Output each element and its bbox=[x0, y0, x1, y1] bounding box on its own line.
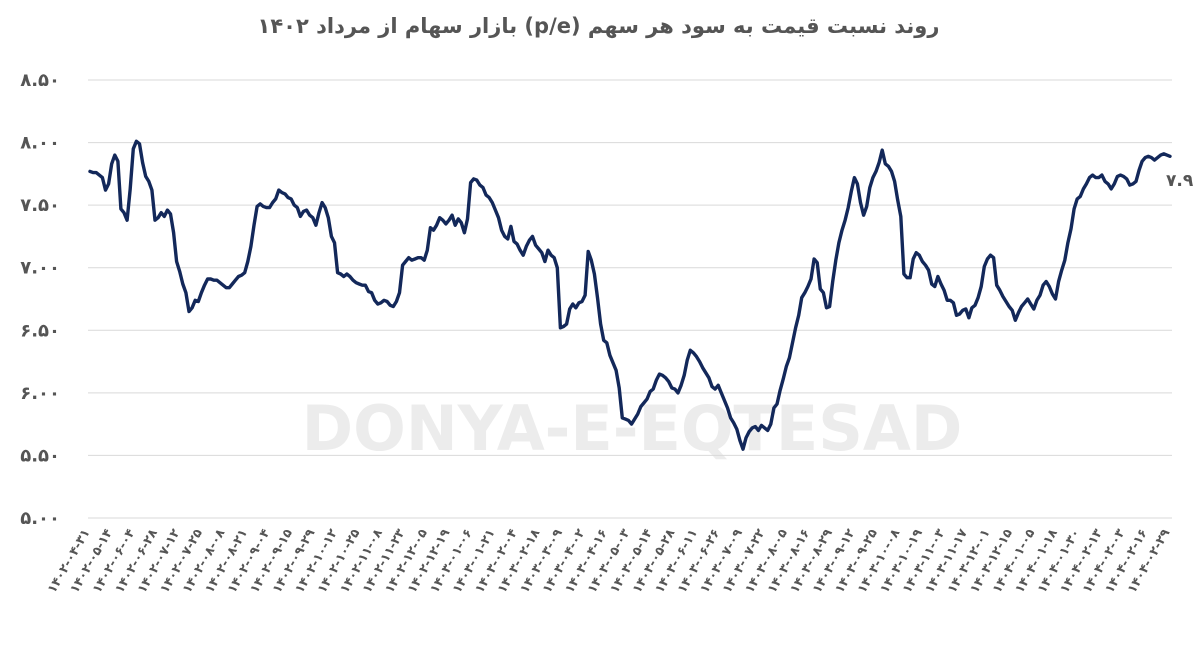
last-value-label: ۷.۹ bbox=[1166, 171, 1194, 191]
y-tick-label: ۶.۵۰ bbox=[20, 320, 60, 341]
series-line-0 bbox=[88, 139, 1172, 451]
y-tick-label: ۷.۵۰ bbox=[20, 195, 60, 216]
watermark-text: DONYA-E-EQTESAD bbox=[302, 392, 963, 465]
chart-title: روند نسبت قیمت به سود هر سهم (p/e) بازار… bbox=[257, 14, 940, 38]
y-axis-tick-labels: ۸.۵۰ ۸.۰۰ ۷.۵۰ ۷.۰۰ ۶.۵۰ ۶.۰۰ ۵.۵۰ ۵.۰۰ bbox=[20, 70, 60, 529]
y-tick-label: ۵.۵۰ bbox=[20, 445, 60, 466]
y-tick-label: ۸.۵۰ bbox=[20, 70, 60, 91]
series-group bbox=[88, 139, 1172, 451]
gridlines bbox=[88, 79, 1172, 519]
watermark: DONYA-E-EQTESAD bbox=[302, 392, 963, 465]
y-tick-label: ۵.۰۰ bbox=[20, 508, 60, 529]
y-tick-label: ۸.۰۰ bbox=[20, 133, 60, 154]
x-axis-tick-labels: ۱۴۰۲-۰۴-۳۱۱۴۰۲-۰۵-۱۴۱۴۰۲-۰۶-۰۴۱۴۰۲-۰۶-۲۸… bbox=[44, 526, 1173, 596]
y-tick-label: ۶.۰۰ bbox=[20, 383, 60, 404]
y-tick-label: ۷.۰۰ bbox=[20, 258, 60, 279]
